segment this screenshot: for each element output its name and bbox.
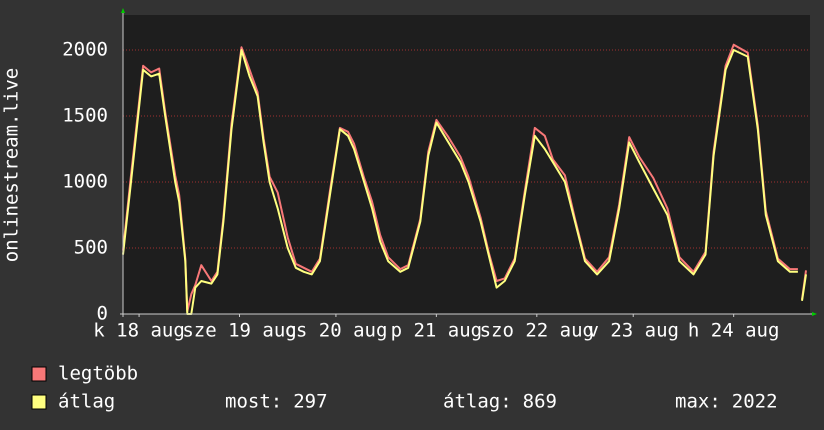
y-tick-label: 2000: [62, 38, 108, 60]
y-arrow: [121, 8, 125, 13]
x-tick-label: p 21 aug: [391, 320, 483, 342]
legend: legtöbb átlag most: 297 átlag: 869 max: 2022: [31, 363, 778, 413]
x-tick-label: sze 19 aug: [182, 320, 296, 342]
stat-label: most:: [225, 391, 282, 413]
y-tick-label: 0: [97, 303, 108, 325]
y-tick-label: 500: [74, 236, 108, 258]
legend-label: átlag: [58, 391, 115, 413]
stat-value: 869: [523, 391, 557, 413]
stat-label: átlag:: [443, 391, 512, 413]
stat-label: max:: [675, 391, 721, 413]
y-tick-label: 1500: [62, 104, 108, 126]
stat-value: 297: [293, 391, 327, 413]
x-tick-label: szo 22 aug: [480, 320, 594, 342]
lines: [122, 43, 807, 315]
x-tick-label: v 23 aug: [587, 320, 679, 342]
legend-swatch: [31, 366, 47, 382]
x-tick-label: k 18 aug: [93, 320, 185, 342]
y-axis-label: onlinestream.live: [1, 68, 23, 262]
legend-label: legtöbb: [58, 363, 138, 385]
legend-swatch: [31, 394, 47, 410]
y-tick-label: 1000: [62, 170, 108, 192]
series-line: [122, 49, 807, 315]
stat-value: 2022: [732, 391, 778, 413]
plot-area: [123, 15, 810, 314]
x-arrow: [812, 312, 817, 316]
x-tick-label: cs 20 aug: [284, 320, 387, 342]
x-tick-label: h 24 aug: [688, 320, 780, 342]
